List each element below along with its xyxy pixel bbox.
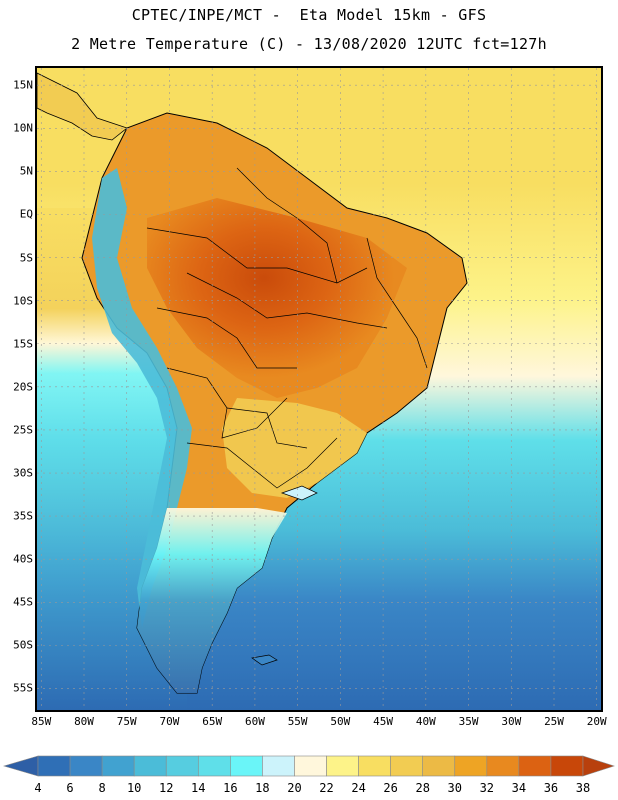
colorbar-above-arrow — [582, 755, 615, 777]
lon-label: 55W — [287, 715, 308, 728]
lon-label: 80W — [74, 715, 94, 728]
lon-label: 65W — [202, 715, 223, 728]
colorbar-label: 34 — [511, 781, 527, 795]
lat-label: 40S — [13, 552, 33, 566]
lon-label: 30W — [501, 715, 522, 728]
lat-label: 15N — [13, 78, 33, 92]
lon-label: 20W — [586, 715, 607, 728]
colorbar-label: 16 — [223, 781, 238, 795]
colorbar-swatch — [358, 755, 391, 777]
lat-label: 35S — [13, 509, 33, 523]
grid-lines — [37, 68, 601, 710]
colorbar-label: 14 — [191, 781, 206, 795]
colorbar-label: 30 — [447, 781, 462, 795]
colorbar-swatch — [422, 755, 456, 777]
lat-label: 10N — [13, 121, 33, 135]
central-america-land — [37, 72, 128, 141]
colorbar-swatch — [550, 755, 584, 777]
lat-label: 20S — [13, 380, 33, 394]
colorbar-swatch — [294, 755, 327, 777]
colorbar-swatch — [486, 755, 520, 777]
colorbar-label: 20 — [287, 781, 302, 795]
colorbar-label: 4 — [34, 781, 42, 795]
colorbar-swatch — [133, 755, 167, 777]
colorbar-label: 38 — [575, 781, 591, 795]
falkland-islands — [251, 654, 278, 666]
lat-label: 45S — [13, 595, 33, 609]
colorbar-swatch — [165, 755, 199, 777]
lat-label: 30S — [13, 466, 33, 480]
lon-label: 45W — [373, 715, 394, 728]
lon-label: 70W — [159, 715, 180, 728]
map-frame — [35, 66, 603, 712]
lon-label: 60W — [244, 715, 265, 728]
colorbar-swatch — [262, 755, 295, 777]
title-line-2: 2 Metre Temperature (C) - 13/08/2020 12U… — [71, 35, 547, 53]
colorbar-swatch — [390, 755, 424, 777]
lon-label: 50W — [330, 715, 351, 728]
colorbar-swatch — [230, 755, 263, 777]
colorbar-label: 28 — [415, 781, 430, 795]
title-line-1: CPTEC/INPE/MCT - Eta Model 15km - GFS — [131, 6, 487, 24]
river-plate-estuary — [280, 485, 318, 501]
colorbar-label: 26 — [383, 781, 398, 795]
country-borders — [146, 167, 428, 489]
colorbar-below-arrow — [2, 755, 39, 777]
colorbar-swatch — [101, 755, 135, 777]
colorbar-swatch — [518, 755, 552, 777]
lat-label: 5S — [19, 251, 33, 265]
colorbar-label: 24 — [351, 781, 366, 795]
lon-label: 75W — [116, 715, 137, 728]
colorbar-label: 6 — [66, 781, 74, 795]
lat-label: 5N — [19, 164, 33, 178]
colorbar-label: 22 — [319, 781, 334, 795]
colorbar-label: 10 — [126, 781, 142, 795]
colorbar-label: 18 — [255, 781, 270, 795]
temperature-map — [37, 68, 601, 710]
colorbar — [2, 755, 615, 777]
lat-label: 50S — [13, 638, 33, 652]
lat-label: 10S — [13, 294, 33, 308]
lon-label: 25W — [544, 715, 564, 728]
lat-label: 15S — [13, 337, 33, 351]
southern-cone-cold — [137, 508, 287, 693]
colorbar-swatch — [69, 755, 103, 777]
colorbar-label: 12 — [159, 781, 174, 795]
colorbar-label: 36 — [543, 781, 559, 795]
colorbar-swatch — [37, 755, 71, 777]
lon-label: 40W — [415, 715, 436, 728]
lat-label: 25S — [13, 423, 33, 437]
lat-label: 55S — [13, 681, 33, 695]
lon-label: 85W — [31, 715, 52, 728]
colorbar-label: 8 — [98, 781, 106, 795]
colorbar-label: 32 — [479, 781, 495, 795]
lat-label: EQ — [19, 207, 33, 221]
colorbar-swatch — [454, 755, 488, 777]
colorbar-swatch — [197, 755, 231, 777]
colorbar-swatch — [326, 755, 359, 777]
lon-label: 35W — [458, 715, 479, 728]
